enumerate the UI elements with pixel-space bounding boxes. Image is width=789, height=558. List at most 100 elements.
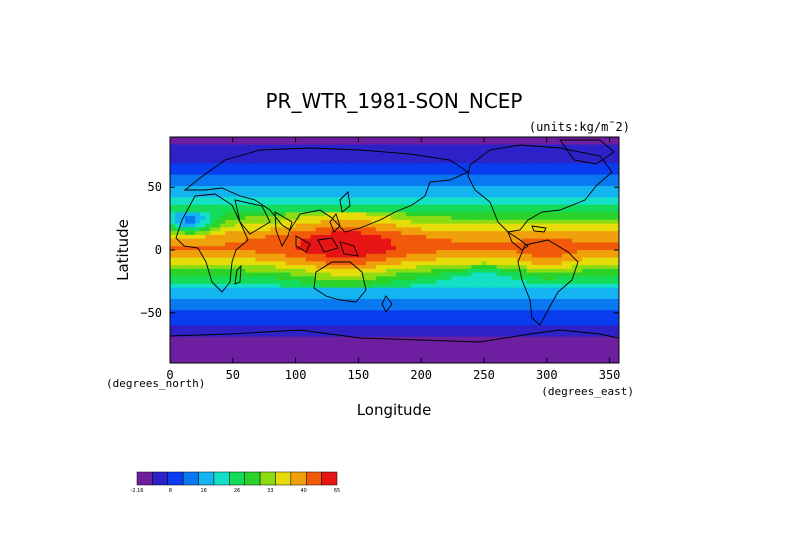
heatmap-cell [195, 219, 201, 225]
heatmap-cell [370, 174, 377, 179]
heatmap-cell [471, 298, 477, 304]
heatmap-cell [300, 246, 307, 251]
heatmap-cell [451, 329, 457, 334]
heatmap-cell [591, 189, 598, 194]
heatmap-cell [330, 321, 337, 326]
heatmap-cell [597, 234, 603, 240]
heatmap-cell [200, 212, 206, 217]
heatmap-cell [250, 219, 256, 225]
heatmap-cell [426, 223, 432, 228]
heatmap-cell [255, 268, 261, 273]
heatmap-cell [330, 242, 337, 247]
heatmap-cell [406, 314, 412, 319]
heatmap-cell [195, 302, 201, 307]
heatmap-cell [461, 197, 467, 202]
heatmap-cell [506, 216, 513, 221]
heatmap-cell [190, 238, 196, 243]
heatmap-cell [617, 167, 620, 172]
heatmap-cell [295, 167, 302, 172]
heatmap-cell [476, 298, 482, 304]
heatmap-cell [365, 167, 372, 172]
heatmap-cell [370, 178, 377, 183]
heatmap-cell [597, 189, 603, 194]
heatmap-cell [511, 227, 518, 232]
heatmap-cell [220, 163, 226, 168]
heatmap-cell [586, 306, 593, 311]
heatmap-cell [245, 340, 251, 345]
heatmap-cell [300, 185, 307, 191]
heatmap-cell [380, 170, 387, 176]
heatmap-cell [597, 306, 603, 311]
heatmap-cell [335, 140, 342, 145]
heatmap-cell [581, 287, 588, 292]
heatmap-cell [541, 310, 548, 315]
heatmap-cell [586, 159, 593, 164]
heatmap-cell [617, 295, 620, 300]
heatmap-cell [230, 246, 236, 251]
heatmap-cell [205, 167, 211, 172]
heatmap-cell [360, 167, 367, 172]
heatmap-cell [531, 310, 538, 315]
heatmap-cell [486, 170, 492, 176]
heatmap-cell [401, 193, 407, 198]
heatmap-cell [210, 246, 216, 251]
heatmap-cell [380, 140, 387, 145]
heatmap-cell [220, 336, 226, 341]
heatmap-cell [451, 204, 457, 209]
heatmap-cell [220, 344, 226, 349]
heatmap-cell [531, 268, 538, 273]
heatmap-cell [566, 159, 573, 164]
heatmap-cell [386, 159, 392, 164]
heatmap-cell [406, 204, 412, 209]
heatmap-cell [597, 201, 603, 206]
heatmap-cell [225, 336, 231, 341]
heatmap-cell [531, 242, 538, 247]
heatmap-cell [355, 317, 362, 322]
heatmap-cell [235, 170, 241, 176]
heatmap-cell [340, 287, 347, 292]
heatmap-cell [607, 234, 613, 240]
heatmap-cell [531, 208, 538, 213]
heatmap-cell [576, 159, 583, 164]
heatmap-cell [225, 204, 231, 209]
heatmap-cell [401, 261, 407, 266]
heatmap-cell [325, 310, 332, 315]
heatmap-cell [541, 155, 548, 160]
heatmap-cell [220, 201, 226, 206]
heatmap-cell [255, 280, 261, 285]
heatmap-cell [386, 178, 392, 183]
heatmap-cell [541, 317, 548, 322]
heatmap-cell [491, 332, 497, 338]
heatmap-cell [491, 208, 497, 213]
heatmap-cell [406, 148, 412, 153]
heatmap-cell [466, 268, 472, 273]
heatmap-cell [602, 340, 608, 345]
heatmap-cell [556, 137, 563, 142]
heatmap-cell [597, 148, 603, 153]
heatmap-cell [541, 193, 548, 198]
heatmap-cell [280, 283, 286, 289]
heatmap-cell [375, 223, 382, 228]
heatmap-cell [431, 159, 437, 164]
heatmap-cell [456, 185, 462, 191]
heatmap-cell [245, 227, 251, 232]
heatmap-cell [270, 325, 276, 330]
heatmap-cell [612, 204, 618, 209]
heatmap-cell [612, 306, 618, 311]
heatmap-cell [451, 212, 457, 217]
heatmap-cell [225, 310, 231, 315]
heatmap-cell [315, 242, 322, 247]
heatmap-cell [516, 302, 523, 307]
heatmap-cell [260, 325, 266, 330]
heatmap-cell [285, 344, 291, 349]
heatmap-cell [295, 204, 302, 209]
heatmap-cell [345, 212, 352, 217]
heatmap-cell [345, 336, 352, 341]
heatmap-cell [205, 155, 211, 160]
heatmap-cell [416, 325, 422, 330]
heatmap-cell [491, 212, 497, 217]
heatmap-cell [300, 257, 307, 262]
heatmap-cell [345, 234, 352, 240]
heatmap-cell [370, 197, 377, 202]
heatmap-cell [416, 265, 422, 270]
